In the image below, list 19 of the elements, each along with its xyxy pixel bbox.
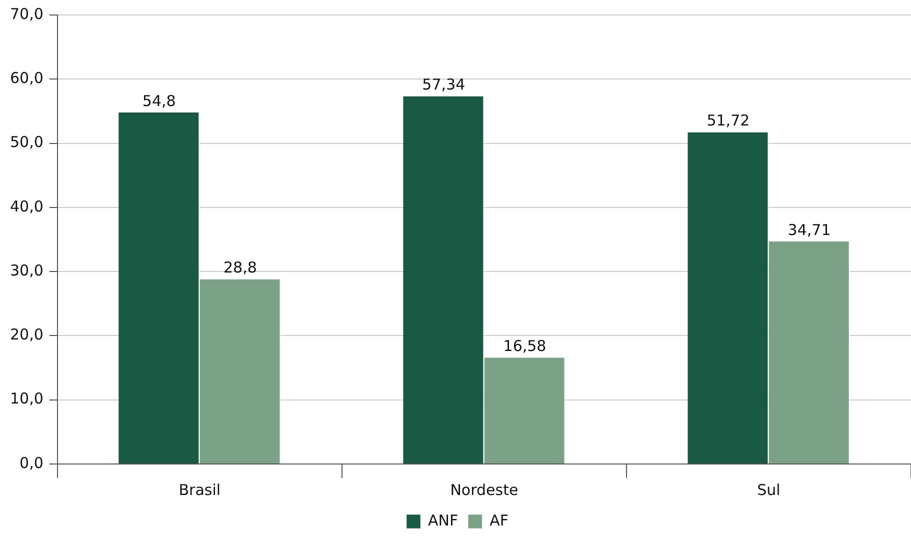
y-tick-label: 40,0 [10, 197, 44, 216]
data-label: 28,8 [224, 258, 257, 277]
data-label: 51,72 [706, 112, 750, 130]
y-tick-label: 60,0 [10, 69, 44, 88]
data-label: 54,8 [142, 92, 176, 110]
x-tick-label: Nordeste [450, 480, 518, 499]
y-tick-label: 0,0 [20, 454, 44, 472]
y-tick-label: 70,0 [10, 4, 44, 23]
x-tick-label: Brasil [178, 480, 221, 499]
y-tick-label: 20,0 [10, 326, 44, 344]
legend-label: ANF [428, 511, 458, 530]
data-label: 34,71 [788, 220, 831, 239]
data-label: 16,58 [503, 337, 546, 356]
y-tick-label: 30,0 [10, 261, 44, 280]
x-tick-label: Sul [757, 480, 780, 499]
legend-label: AF [490, 511, 508, 530]
y-tick-label: 50,0 [10, 133, 44, 152]
y-tick-label: 10,0 [10, 390, 44, 408]
data-label: 57,34 [422, 76, 466, 94]
